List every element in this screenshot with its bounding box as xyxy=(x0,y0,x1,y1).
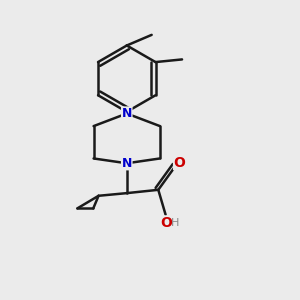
Text: O: O xyxy=(174,156,185,170)
Text: N: N xyxy=(122,107,132,120)
Text: N: N xyxy=(122,157,132,170)
Text: O: O xyxy=(160,216,172,230)
Text: H: H xyxy=(171,218,180,228)
